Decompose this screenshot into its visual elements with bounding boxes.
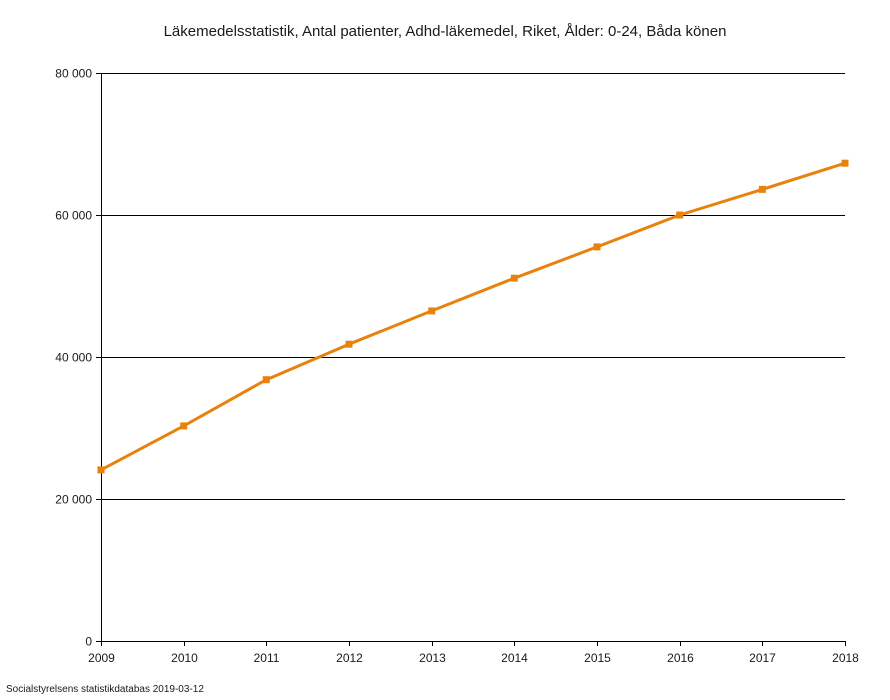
y-tick-label: 40 000 bbox=[55, 351, 92, 365]
series-layer bbox=[97, 159, 849, 474]
chart-title: Läkemedelsstatistik, Antal patienter, Ad… bbox=[164, 23, 727, 40]
x-tick-label: 2013 bbox=[419, 651, 446, 665]
y-tick-label: 20 000 bbox=[55, 493, 92, 507]
x-axis-ticks: 2009 2010 2011 2012 2013 2014 2015 2016 2017 2018 bbox=[88, 641, 859, 665]
x-tick-label: 2011 bbox=[254, 651, 280, 665]
data-point bbox=[758, 185, 766, 193]
data-point bbox=[262, 376, 270, 384]
data-point bbox=[841, 159, 849, 167]
x-tick-label: 2018 bbox=[832, 651, 859, 665]
y-tick-label: 60 000 bbox=[55, 209, 92, 223]
data-point bbox=[676, 211, 684, 219]
series-line bbox=[100, 161, 846, 472]
axes bbox=[101, 73, 845, 642]
x-tick-label: 2014 bbox=[501, 651, 528, 665]
x-tick-label: 2016 bbox=[667, 651, 694, 665]
x-tick-label: 2017 bbox=[749, 651, 776, 665]
data-point bbox=[345, 340, 353, 348]
y-tick-label: 80 000 bbox=[55, 67, 92, 81]
gridlines bbox=[101, 73, 845, 500]
y-axis-ticks: 0 20 000 40 000 60 000 80 000 bbox=[55, 67, 101, 649]
data-point bbox=[428, 307, 436, 315]
source-note: Socialstyrelsens statistikdatabas 2019-0… bbox=[6, 684, 204, 695]
data-point bbox=[593, 243, 601, 251]
x-tick-label: 2015 bbox=[584, 651, 611, 665]
data-point bbox=[97, 466, 105, 474]
x-tick-label: 2012 bbox=[336, 651, 363, 665]
data-point bbox=[180, 422, 188, 430]
x-tick-label: 2009 bbox=[88, 651, 115, 665]
x-tick-label: 2010 bbox=[171, 651, 198, 665]
y-tick-label: 0 bbox=[85, 635, 92, 649]
data-point bbox=[510, 274, 518, 282]
